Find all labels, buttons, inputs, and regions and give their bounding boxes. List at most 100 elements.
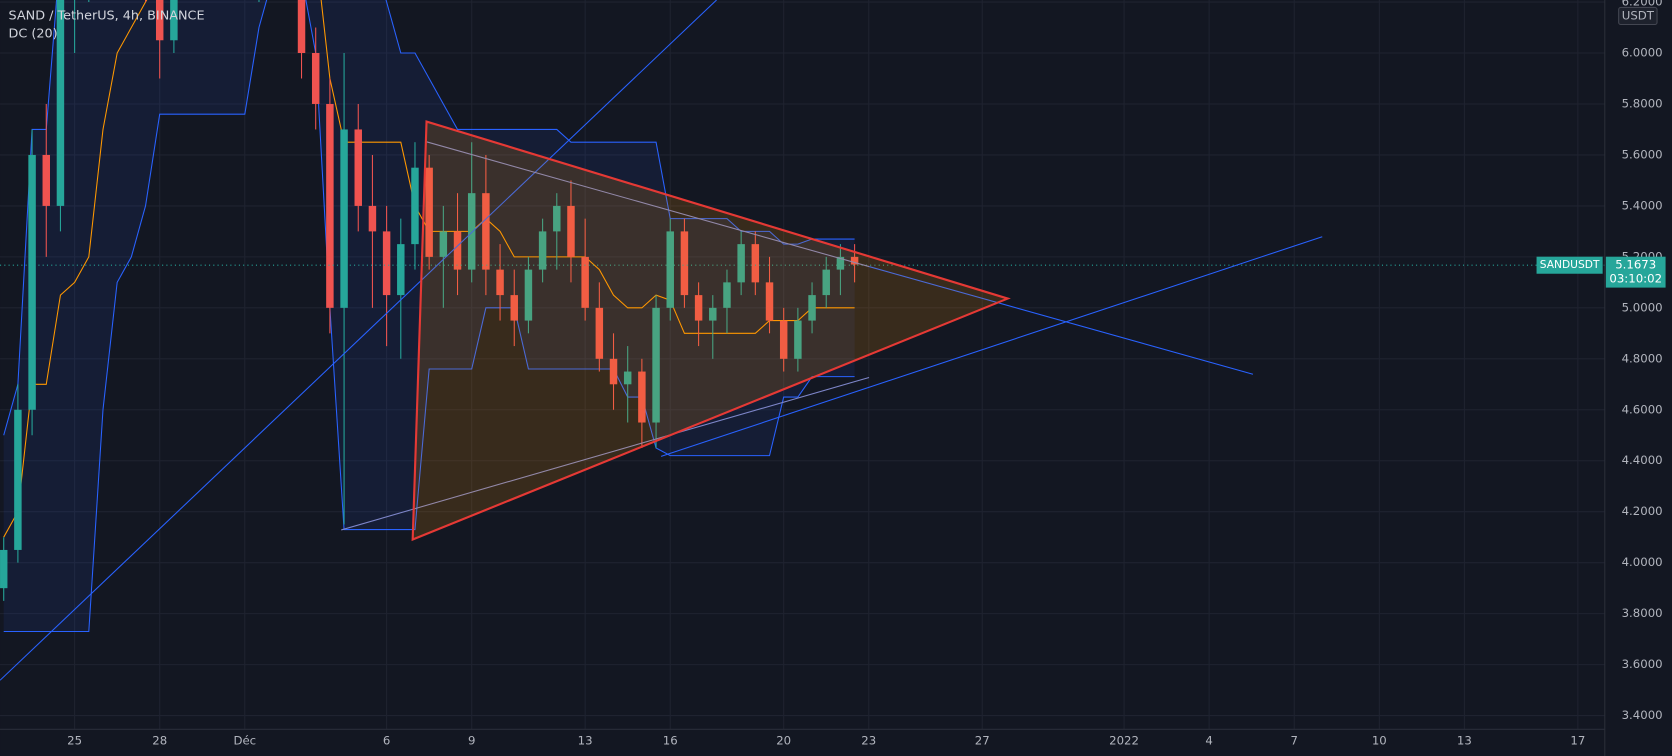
candle-body	[581, 256, 589, 308]
candle-body	[666, 231, 674, 308]
candle-body	[850, 256, 859, 265]
trend-line	[868, 266, 1254, 375]
x-tick-label: 27	[975, 734, 990, 748]
candle-body	[42, 154, 50, 206]
x-tick-label: 7	[1290, 734, 1297, 748]
candle-body	[609, 358, 618, 385]
y-tick-label: 4.0000	[1622, 555, 1663, 569]
candle-body	[397, 244, 405, 296]
symbol-title: SAND / TetherUS, 4h, BINANCE	[9, 8, 205, 23]
x-tick-label: 6	[383, 734, 390, 748]
candle-body	[638, 371, 646, 423]
candle-body	[765, 282, 774, 321]
last-price-label: 5.1673	[1615, 258, 1656, 272]
x-tick-label: 20	[776, 734, 791, 748]
y-tick-label: 3.4000	[1622, 708, 1663, 722]
x-tick-label: 17	[1570, 734, 1585, 748]
candle-body	[652, 307, 660, 423]
x-tick-label: 2022	[1109, 734, 1139, 748]
candle-body	[354, 129, 362, 206]
candle-body	[836, 256, 845, 270]
x-tick-label: 4	[1205, 734, 1212, 748]
channel-lower	[3, 0, 855, 633]
y-tick-label: 3.8000	[1622, 606, 1663, 620]
x-tick-label: 16	[663, 734, 678, 748]
x-tick-label: 13	[1457, 734, 1472, 748]
x-tick-label: 25	[67, 734, 82, 748]
candle-body	[723, 282, 731, 308]
countdown-label: 03:10:02	[1609, 272, 1662, 286]
channel-upper	[3, 0, 855, 436]
candle-body	[28, 154, 36, 410]
candle-body	[482, 193, 490, 270]
candle-body	[56, 0, 65, 206]
candle-body	[340, 129, 348, 308]
grid	[0, 0, 1605, 730]
candle-body	[467, 193, 476, 270]
candle-body	[496, 269, 504, 296]
candle-body	[822, 269, 830, 296]
y-tick-label: 5.8000	[1622, 96, 1663, 110]
candle-body	[368, 205, 377, 232]
candle-body	[326, 103, 334, 308]
triangle-pattern	[411, 120, 1011, 542]
y-tick-label: 5.4000	[1622, 198, 1663, 212]
axes: 3.4000 3.6000 3.8000 4.0000 4.2000 4.4000 4.60…	[67, 0, 1662, 748]
unit-label: USDT	[1622, 8, 1655, 22]
candle-body	[524, 269, 533, 321]
candle-body	[0, 549, 8, 589]
y-tick-label: 6.0000	[1622, 46, 1663, 60]
candle-body	[680, 231, 689, 296]
candle-body	[297, 0, 306, 54]
candle-body	[453, 231, 462, 270]
y-tick-label: 5.0000	[1622, 300, 1663, 314]
y-tick-label: 4.2000	[1622, 504, 1663, 518]
y-tick-label: 4.8000	[1622, 351, 1663, 365]
trend-line	[0, 0, 717, 681]
x-tick-label: Déc	[233, 734, 256, 748]
indicator-label: DC (20)	[9, 27, 58, 42]
y-tick-label: 3.6000	[1622, 657, 1663, 671]
candle-body	[794, 320, 802, 359]
symbol-label: SANDUSDT	[1540, 258, 1600, 271]
candle-body	[382, 231, 391, 296]
candle-body	[779, 320, 788, 359]
y-tick-label: 5.6000	[1622, 147, 1663, 161]
symbol-badge	[1536, 256, 1603, 274]
y-tick-label: 6.2000	[1622, 0, 1663, 9]
candle-body	[553, 205, 561, 232]
plot-area	[0, 0, 1605, 633]
candle-body	[311, 53, 320, 104]
x-tick-label: 23	[861, 734, 876, 748]
candle-body	[411, 167, 419, 245]
trend-line	[426, 141, 870, 268]
candle-body	[709, 307, 717, 321]
y-tick-label: 4.6000	[1622, 402, 1663, 416]
x-tick-label: 10	[1372, 734, 1387, 748]
candle-body	[694, 295, 703, 321]
candle-body	[808, 295, 816, 321]
x-tick-label: 9	[468, 734, 475, 748]
candle-body	[170, 0, 178, 41]
candle-body	[425, 167, 433, 257]
drawings	[0, 0, 1323, 681]
candle-body	[439, 231, 448, 257]
candle-body	[595, 307, 604, 359]
x-tick-label: 28	[152, 734, 167, 748]
price-badge	[1605, 256, 1666, 288]
trend-line	[660, 236, 1323, 457]
candle-body	[737, 244, 745, 283]
y-tick-label: 4.4000	[1622, 453, 1663, 467]
unit-badge[interactable]	[1618, 6, 1658, 26]
candle-body	[623, 371, 632, 385]
candle-body	[14, 409, 22, 550]
candle-body	[155, 0, 164, 41]
candle-body	[538, 231, 547, 270]
x-tick-label: 13	[578, 734, 593, 748]
candle-body	[567, 205, 575, 257]
trend-line	[341, 376, 870, 531]
candle-body	[510, 295, 518, 321]
candle-body	[751, 244, 760, 283]
